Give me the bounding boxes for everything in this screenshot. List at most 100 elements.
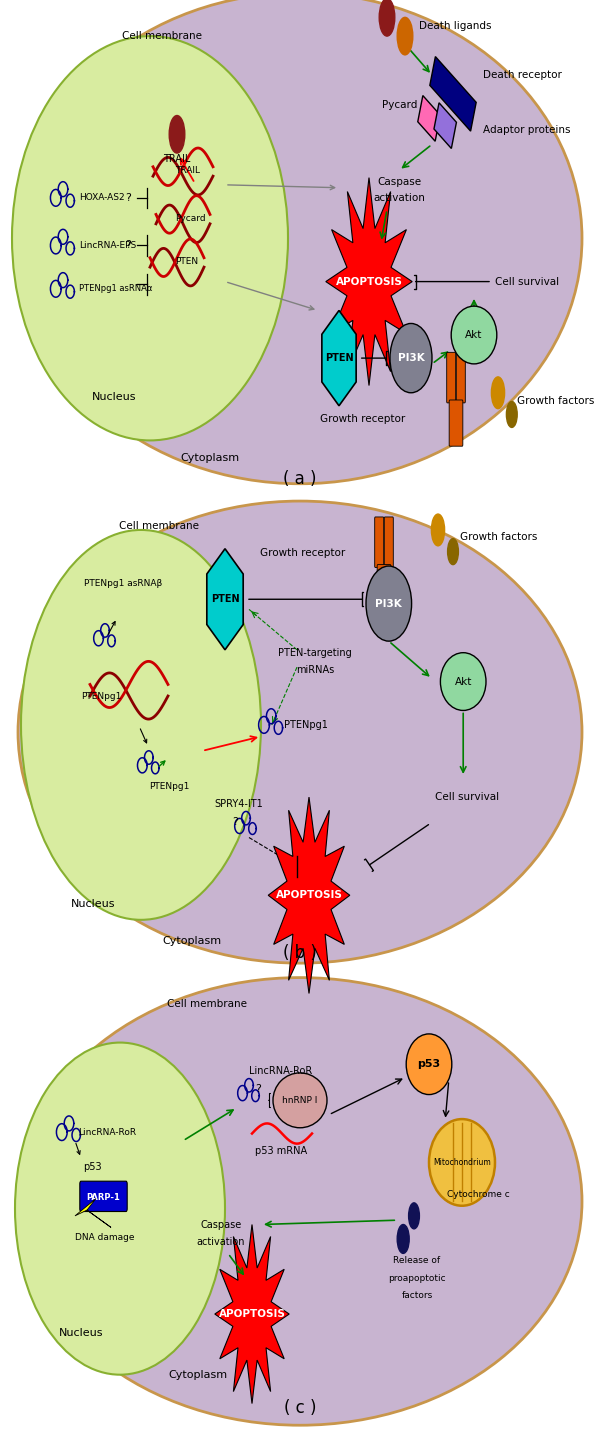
- Text: Growth factors: Growth factors: [460, 533, 538, 542]
- Text: APOPTOSIS: APOPTOSIS: [275, 891, 343, 900]
- Ellipse shape: [15, 1043, 225, 1375]
- Ellipse shape: [18, 978, 582, 1425]
- Text: p53: p53: [418, 1060, 440, 1069]
- Ellipse shape: [406, 1034, 452, 1095]
- FancyBboxPatch shape: [375, 517, 384, 567]
- Text: PTEN-targeting: PTEN-targeting: [278, 648, 352, 657]
- Text: DNA damage: DNA damage: [75, 1233, 135, 1242]
- Text: Release of: Release of: [394, 1256, 440, 1265]
- Ellipse shape: [390, 323, 432, 393]
- Ellipse shape: [18, 0, 582, 484]
- Text: Cytochrome c: Cytochrome c: [448, 1190, 510, 1199]
- Ellipse shape: [440, 653, 486, 710]
- Text: APOPTOSIS: APOPTOSIS: [218, 1310, 286, 1318]
- Text: SPRY4-IT1: SPRY4-IT1: [214, 800, 263, 809]
- FancyBboxPatch shape: [80, 1181, 127, 1212]
- Text: Cell membrane: Cell membrane: [122, 32, 202, 40]
- FancyBboxPatch shape: [457, 352, 466, 403]
- Text: miRNAs: miRNAs: [296, 666, 334, 674]
- Circle shape: [409, 1203, 419, 1229]
- Text: LincRNA-RoR: LincRNA-RoR: [78, 1128, 136, 1136]
- Text: ?: ?: [255, 1084, 261, 1093]
- Text: TRAIL: TRAIL: [163, 155, 191, 163]
- Text: PTENpg1: PTENpg1: [284, 721, 328, 729]
- Text: PTENpg1 asRNAβ: PTENpg1 asRNAβ: [84, 579, 162, 588]
- Text: PTENpg1: PTENpg1: [81, 692, 121, 700]
- Text: activation: activation: [197, 1238, 245, 1246]
- Text: factors: factors: [401, 1291, 433, 1300]
- Polygon shape: [207, 549, 243, 650]
- Text: Cytoplasm: Cytoplasm: [169, 1370, 227, 1379]
- Circle shape: [169, 116, 185, 153]
- Text: Death ligands: Death ligands: [419, 22, 491, 30]
- Text: p53: p53: [83, 1162, 101, 1171]
- Polygon shape: [430, 56, 476, 131]
- Text: activation: activation: [373, 193, 425, 202]
- Text: Growth factors: Growth factors: [517, 397, 595, 406]
- Ellipse shape: [273, 1073, 327, 1128]
- Text: Nucleus: Nucleus: [92, 393, 136, 401]
- FancyBboxPatch shape: [447, 352, 456, 403]
- Text: ( b ): ( b ): [283, 944, 317, 962]
- Text: Cell membrane: Cell membrane: [167, 999, 247, 1008]
- FancyBboxPatch shape: [449, 400, 463, 446]
- Circle shape: [448, 539, 458, 565]
- Ellipse shape: [451, 306, 497, 364]
- Text: Cell survival: Cell survival: [435, 793, 499, 801]
- Text: PI3K: PI3K: [398, 354, 424, 362]
- Ellipse shape: [21, 530, 261, 920]
- Text: Mitochondrium: Mitochondrium: [433, 1158, 491, 1167]
- Text: PTEN: PTEN: [325, 354, 353, 362]
- Text: PTEN: PTEN: [175, 257, 199, 266]
- Text: Growth receptor: Growth receptor: [260, 549, 346, 557]
- Text: p53 mRNA: p53 mRNA: [255, 1147, 307, 1155]
- Text: Cytoplasm: Cytoplasm: [163, 937, 221, 946]
- Text: TRAIL: TRAIL: [175, 166, 200, 175]
- Text: Growth receptor: Growth receptor: [320, 414, 406, 423]
- Circle shape: [491, 377, 505, 409]
- Text: Nucleus: Nucleus: [59, 1328, 103, 1337]
- Text: Adaptor proteins: Adaptor proteins: [483, 126, 571, 134]
- Circle shape: [431, 514, 445, 546]
- Text: PTENpg1: PTENpg1: [149, 783, 189, 791]
- FancyBboxPatch shape: [385, 517, 394, 567]
- Polygon shape: [418, 95, 440, 142]
- Text: Pycard: Pycard: [382, 101, 418, 110]
- Circle shape: [506, 401, 517, 427]
- Text: LincRNA-EPS: LincRNA-EPS: [79, 241, 136, 250]
- Text: proapoptotic: proapoptotic: [388, 1274, 446, 1282]
- Text: Pycard: Pycard: [175, 214, 206, 222]
- Text: Caspase: Caspase: [377, 178, 421, 186]
- Polygon shape: [322, 310, 356, 406]
- Ellipse shape: [366, 566, 412, 641]
- Circle shape: [397, 17, 413, 55]
- Text: PTENpg1 asRNAα: PTENpg1 asRNAα: [79, 284, 152, 293]
- Text: ( c ): ( c ): [284, 1399, 316, 1417]
- Text: Cytoplasm: Cytoplasm: [181, 453, 239, 462]
- Ellipse shape: [18, 501, 582, 963]
- Text: Akt: Akt: [466, 331, 482, 339]
- Text: ?: ?: [232, 817, 238, 826]
- Text: PTEN: PTEN: [211, 595, 239, 604]
- Polygon shape: [326, 178, 412, 386]
- Circle shape: [397, 1225, 409, 1253]
- Text: hnRNP I: hnRNP I: [283, 1096, 317, 1105]
- Text: ?: ?: [125, 193, 131, 202]
- Text: LincRNA-RoR: LincRNA-RoR: [249, 1067, 313, 1076]
- Polygon shape: [215, 1225, 289, 1404]
- Text: PARP-1: PARP-1: [86, 1193, 120, 1201]
- Polygon shape: [268, 797, 350, 993]
- Text: ( a ): ( a ): [283, 471, 317, 488]
- Polygon shape: [75, 1199, 111, 1227]
- Text: Cell survival: Cell survival: [495, 277, 559, 286]
- Text: Cell membrane: Cell membrane: [119, 521, 199, 530]
- Text: PI3K: PI3K: [376, 599, 402, 608]
- Ellipse shape: [12, 36, 288, 440]
- Text: ?: ?: [125, 241, 131, 250]
- Ellipse shape: [429, 1119, 495, 1206]
- Text: Akt: Akt: [455, 677, 472, 686]
- Text: Death receptor: Death receptor: [483, 71, 562, 79]
- Polygon shape: [434, 103, 457, 149]
- Circle shape: [379, 0, 395, 36]
- Text: Nucleus: Nucleus: [71, 900, 115, 908]
